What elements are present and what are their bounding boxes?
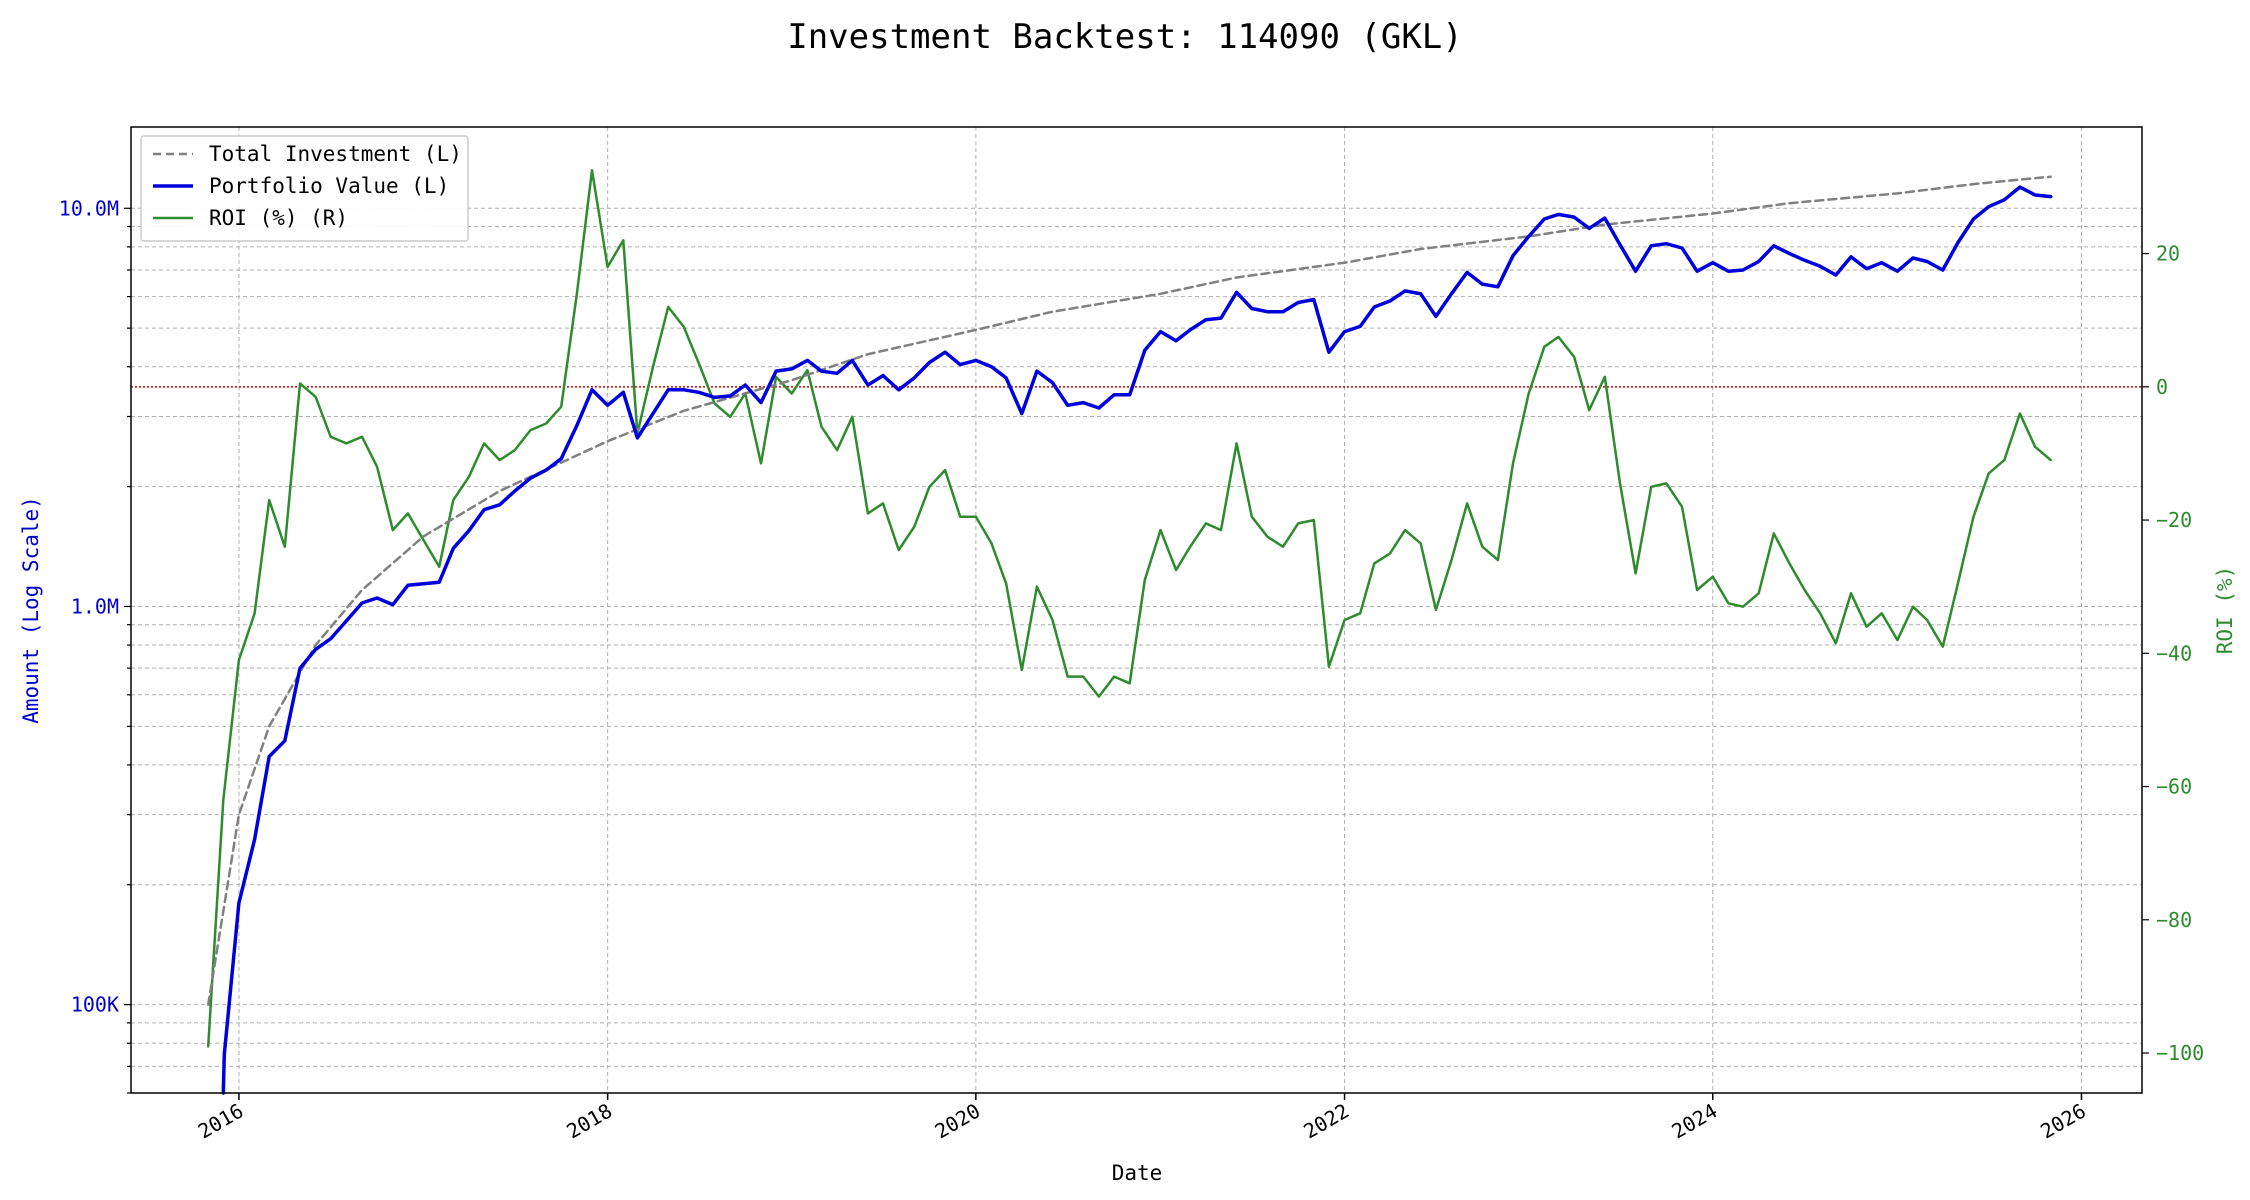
right-tick-label: 20 bbox=[2156, 242, 2180, 266]
right-tick-label: 0 bbox=[2156, 375, 2168, 399]
left-tick-label: 100K bbox=[71, 993, 119, 1017]
legend-label-portfolio-value: Portfolio Value (L) bbox=[209, 174, 449, 198]
left-axis-label: Amount (Log Scale) bbox=[19, 496, 43, 724]
x-tick-label: 2020 bbox=[931, 1099, 985, 1144]
grid-layer bbox=[131, 127, 2142, 1094]
right-tick-label: −100 bbox=[2156, 1041, 2204, 1065]
x-tick-label: 2026 bbox=[2036, 1099, 2090, 1144]
x-tick-label: 2018 bbox=[562, 1099, 616, 1144]
series-layer bbox=[206, 169, 2053, 1095]
portfolio-value-line bbox=[221, 185, 2053, 1095]
right-tick-label: −80 bbox=[2156, 908, 2192, 932]
right-tick-label: −60 bbox=[2156, 775, 2192, 799]
legend-label-roi: ROI (%) (R) bbox=[209, 206, 348, 230]
roi-line bbox=[206, 169, 2052, 1048]
left-tick-label: 10.0M bbox=[59, 196, 119, 220]
legend: Total Investment (L) Portfolio Value (L)… bbox=[140, 135, 469, 242]
x-tick-label: 2016 bbox=[194, 1099, 248, 1144]
x-tick-label: 2024 bbox=[1668, 1099, 1722, 1144]
x-axis-label: Date bbox=[1112, 1161, 1163, 1185]
plot-frame bbox=[130, 126, 2143, 1094]
right-tick-label: −40 bbox=[2156, 641, 2192, 665]
legend-label-total-investment: Total Investment (L) bbox=[209, 142, 462, 166]
legend-box bbox=[140, 135, 469, 242]
left-tick-label: 1.0M bbox=[71, 594, 119, 618]
total-investment-line bbox=[206, 175, 2052, 1006]
x-tick-label: 2022 bbox=[1299, 1099, 1353, 1144]
right-tick-label: −20 bbox=[2156, 508, 2192, 532]
right-axis-label: ROI (%) bbox=[2213, 566, 2237, 655]
chart-title: Investment Backtest: 114090 (GKL) bbox=[787, 17, 1463, 57]
